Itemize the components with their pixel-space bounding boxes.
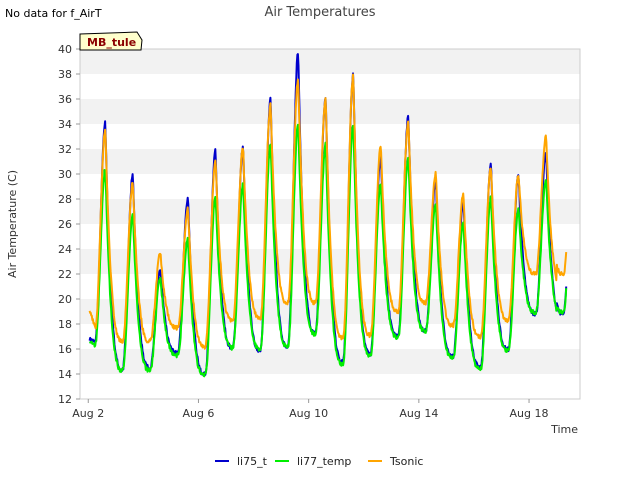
x-tick-label: Aug 18 [510, 407, 549, 420]
y-tick-label: 20 [58, 293, 72, 306]
legend: li75_t li77_temp Tsonic [215, 455, 423, 468]
series-line-li77-temp [88, 123, 568, 378]
y-tick-label: 38 [58, 68, 72, 81]
x-axis-label: Time [550, 423, 578, 436]
series-layer [88, 53, 568, 378]
site-badge-label: MB_tule [87, 36, 136, 49]
y-tick-label: 16 [58, 343, 72, 356]
grid-band [80, 99, 580, 124]
y-tick-label: 24 [58, 243, 72, 256]
site-badge-box [79, 31, 143, 51]
y-tick-label: 14 [58, 368, 72, 381]
legend-label: li75_t [237, 455, 268, 468]
chart-title: Air Temperatures [264, 5, 375, 20]
series-line-tsonic [88, 73, 568, 350]
grid-band [80, 49, 580, 74]
grid-band [80, 374, 580, 399]
y-tick-label: 26 [58, 218, 72, 231]
y-tick-label: 28 [58, 193, 72, 206]
y-axis-label: Air Temperature (C) [6, 170, 19, 278]
x-tick-label: Aug 10 [289, 407, 328, 420]
grid-band [80, 324, 580, 349]
no-data-notice: No data for f_AirT [5, 7, 102, 20]
y-tick-label: 22 [58, 268, 72, 281]
legend-label: li77_temp [297, 455, 351, 468]
legend-label: Tsonic [389, 455, 423, 468]
y-tick-label: 30 [58, 168, 72, 181]
y-tick-label: 40 [58, 43, 72, 56]
site-badge: MB_tule [79, 31, 143, 51]
y-tick-label: 36 [58, 93, 72, 106]
grid-band [80, 174, 580, 199]
y-tick-label: 12 [58, 393, 72, 406]
grid-band [80, 149, 580, 174]
grid-band [80, 349, 580, 374]
y-axis-ticks: 12 14 16 18 20 22 24 26 28 30 32 34 36 38 40 [58, 43, 80, 406]
x-tick-label: Aug 14 [399, 407, 438, 420]
x-tick-label: Aug 2 [72, 407, 104, 420]
x-axis-ticks: Aug 2 Aug 6 Aug 10 Aug 14 Aug 18 [72, 399, 549, 420]
x-tick-label: Aug 6 [182, 407, 214, 420]
grid-band [80, 124, 580, 149]
y-tick-label: 32 [58, 143, 72, 156]
y-tick-label: 34 [58, 118, 72, 131]
y-tick-label: 18 [58, 318, 72, 331]
grid-band [80, 74, 580, 99]
